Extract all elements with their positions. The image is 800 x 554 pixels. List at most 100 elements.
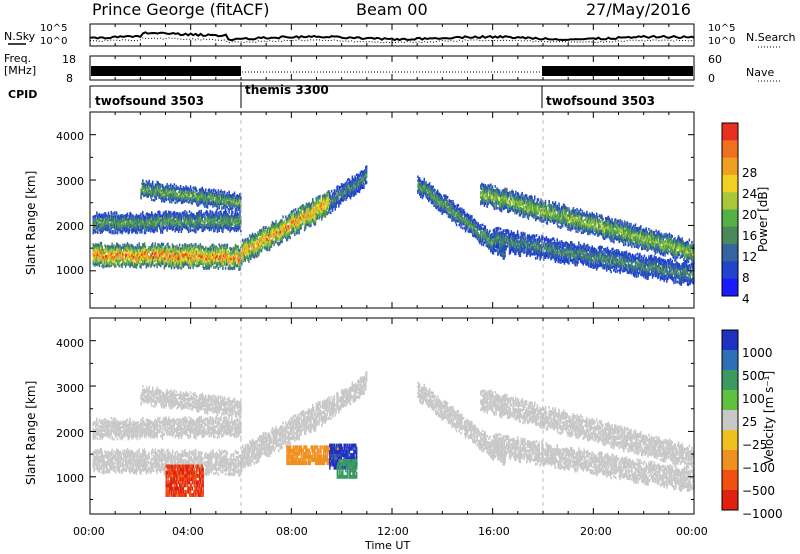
power-cell (187, 244, 189, 248)
power-cell (231, 247, 233, 251)
power-cell (118, 259, 121, 263)
power-cell (106, 259, 108, 263)
power-cell (165, 256, 167, 260)
power-cell (108, 264, 111, 268)
power-cell (143, 259, 146, 262)
power-cell (164, 259, 166, 263)
power-cell (160, 254, 163, 258)
power-cell (124, 255, 127, 259)
power-cell (148, 258, 150, 261)
power-cell (114, 257, 116, 261)
power-cell (100, 260, 103, 264)
power-cell (164, 245, 166, 249)
power-cell (183, 254, 185, 257)
power-cell (178, 260, 181, 264)
power-cell (184, 259, 186, 263)
power-cell (204, 254, 206, 258)
power-cell (133, 265, 135, 269)
power-cell (180, 264, 183, 268)
power-cell (182, 248, 184, 252)
power-cell (211, 246, 213, 249)
power-cell (187, 254, 190, 257)
power-cell (100, 251, 103, 255)
power-cell (153, 250, 156, 253)
power-cell (128, 249, 130, 252)
noise-right-ytick-top: 10^5 (708, 23, 736, 34)
power-cell (181, 195, 184, 198)
power-cell (208, 188, 211, 191)
power-cell (117, 244, 120, 247)
power-cell (202, 265, 204, 269)
power-cell (169, 247, 172, 251)
power-cell (171, 259, 174, 263)
power-cell (95, 243, 97, 246)
power-cell (96, 246, 98, 250)
noise-panel (8, 23, 782, 48)
power-cell (200, 262, 202, 265)
power-cell (177, 257, 179, 260)
power-cell (134, 265, 137, 268)
power-cell (126, 242, 129, 245)
power-cell (93, 251, 95, 255)
power-cell (192, 259, 194, 262)
power-cell (137, 251, 139, 255)
power-cell (187, 253, 189, 257)
power-cell (142, 257, 144, 261)
power-cell (98, 261, 101, 265)
power-cell (210, 259, 212, 263)
power-cell (187, 263, 190, 267)
power-cell (174, 245, 176, 249)
power-cell (130, 212, 132, 216)
power-cell (105, 254, 107, 258)
power-cell (160, 244, 163, 248)
power-cell (146, 251, 148, 255)
power-cell (205, 246, 207, 250)
power-cell (441, 196, 443, 200)
power-cell (138, 254, 140, 258)
power-panel (92, 165, 695, 286)
power-cell (147, 254, 149, 258)
power-cell (122, 257, 124, 261)
power-cell (152, 248, 155, 252)
power-cell (95, 252, 97, 256)
power-cell (153, 245, 156, 249)
power-cell (167, 259, 169, 263)
power-cell (163, 261, 166, 265)
power-cell (180, 214, 183, 218)
power-cell (98, 264, 101, 267)
power-cell (179, 247, 182, 251)
power-cell (169, 250, 171, 254)
power-cell (205, 258, 207, 261)
power-cell (119, 251, 121, 255)
power-cell (134, 262, 137, 266)
power-cell (205, 265, 207, 269)
power-cell (112, 250, 114, 254)
power-cell (96, 256, 98, 259)
power-cell (159, 246, 161, 250)
power-cell (119, 254, 121, 257)
power-cell (165, 247, 167, 251)
power-cell (104, 251, 106, 255)
power-cell (197, 261, 200, 265)
power-cell (197, 251, 200, 255)
power-cell (351, 175, 354, 179)
power-cell (212, 257, 214, 261)
power-cell (214, 249, 217, 253)
power-cell (312, 198, 314, 202)
power-cell (169, 199, 171, 202)
power-cell (170, 252, 173, 256)
power-cell (178, 263, 180, 267)
power-cell (155, 255, 157, 259)
power-cell (168, 264, 170, 268)
power-cell (169, 262, 171, 266)
power-cell (96, 244, 98, 248)
power-cell (106, 249, 109, 253)
power-cell (172, 244, 175, 248)
power-cell (265, 226, 267, 230)
power-cell (111, 249, 113, 253)
power-cell (133, 251, 135, 255)
power-cell (100, 244, 103, 248)
power-cell (209, 262, 211, 266)
power-cell (188, 255, 191, 259)
power-cell (103, 260, 105, 264)
